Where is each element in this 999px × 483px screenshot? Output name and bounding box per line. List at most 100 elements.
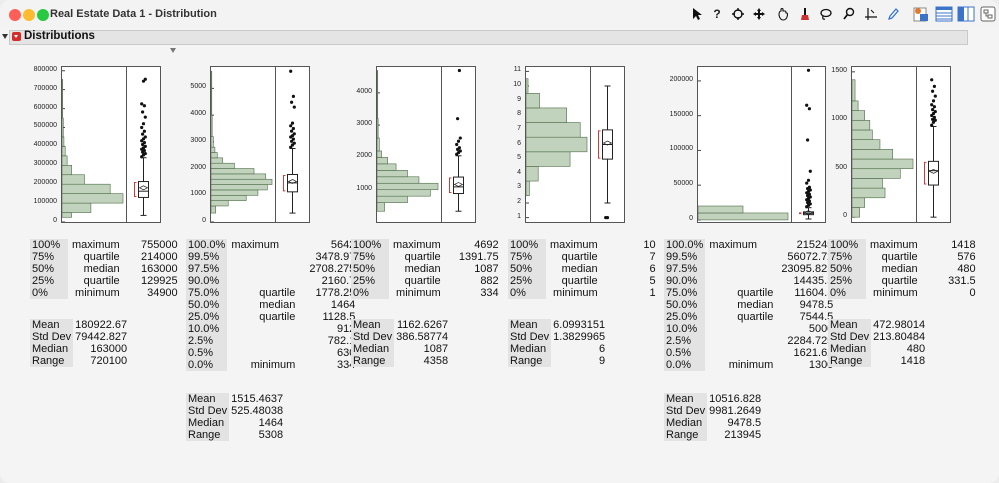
- outlier-point: [458, 136, 462, 140]
- summary-statistics-table: Mean 472.98014 Std Dev 213.80484 Median 480 Ra…: [828, 319, 927, 367]
- lasso-tool-icon[interactable]: [817, 5, 835, 23]
- histogram-plot[interactable]: [210, 66, 276, 223]
- window-title: Real Estate Data 1 - Distribution: [50, 8, 217, 20]
- box-plot[interactable]: [275, 66, 310, 223]
- quantile-label: [227, 251, 297, 263]
- distributions-outline-header[interactable]: Distributions: [2, 30, 968, 45]
- histogram-bar: [377, 118, 379, 139]
- quantile-row: 100% maximum 1418: [828, 239, 978, 251]
- quantiles-table: 100% maximum 1418 75% quartile 576 50% median 48…: [828, 239, 978, 299]
- mean-diamond: [453, 182, 464, 187]
- axis-tick-label: 400000: [33, 141, 57, 149]
- histogram-plot[interactable]: [61, 66, 127, 223]
- outlier-point: [932, 84, 936, 88]
- quantile-label: maximum: [393, 239, 441, 251]
- outlier-point: [931, 99, 936, 103]
- help-tool-icon[interactable]: ?: [713, 7, 721, 21]
- axis-tick-label: 1000: [356, 184, 372, 192]
- grabber-tool-icon[interactable]: [774, 5, 792, 23]
- moment-row: Median 1464: [186, 417, 285, 429]
- moment-row: Range 213945: [664, 429, 763, 441]
- moment-value: 1418: [900, 355, 926, 367]
- axis-tick-label: 1: [517, 212, 521, 220]
- box-plot[interactable]: [916, 66, 951, 223]
- moment-value: 9981.2649: [709, 405, 762, 417]
- tile-icon[interactable]: [934, 5, 954, 23]
- quantile-value: 1128.5: [322, 311, 356, 323]
- layout-icon[interactable]: [911, 5, 931, 23]
- histogram-bar: [377, 182, 439, 191]
- moment-value: 1087: [423, 343, 449, 355]
- red-triangle-menu-icon[interactable]: [12, 32, 21, 41]
- outlier-point: [930, 78, 934, 82]
- quantile-percent: 10.0%: [186, 323, 228, 335]
- histogram-bar: [698, 212, 789, 221]
- box-plot[interactable]: [590, 66, 625, 223]
- quantile-percent: 0.5%: [186, 347, 228, 359]
- axis-tick-label: 800000: [33, 65, 57, 73]
- scroller-tool-icon[interactable]: [750, 5, 768, 23]
- box-plot[interactable]: [441, 66, 476, 223]
- axis-tick-label: 8: [517, 110, 521, 118]
- outlier-point: [806, 178, 811, 182]
- outlier-point: [456, 117, 460, 121]
- histogram-bar: [526, 122, 581, 138]
- annotate-tool-icon[interactable]: [884, 5, 902, 23]
- outlier-point: [808, 195, 812, 199]
- histogram-bar: [852, 139, 881, 150]
- quantile-label: minimum: [873, 287, 918, 299]
- histogram-plot[interactable]: [376, 66, 442, 223]
- quantile-value: 9478.5: [799, 299, 834, 311]
- outlier-point: [142, 141, 146, 145]
- quantile-label: quartile: [737, 287, 774, 299]
- quantile-row: 75.0% quartile 11604.5: [664, 287, 835, 299]
- brush-tool-icon[interactable]: [796, 5, 814, 23]
- quantile-label: quartile: [404, 275, 441, 287]
- quantile-value: 782.1: [327, 335, 356, 347]
- histogram-bar: [377, 150, 382, 158]
- moment-label: Mean: [664, 393, 708, 405]
- close-button[interactable]: [9, 9, 21, 21]
- axis-tick-label: 5000: [190, 83, 206, 91]
- histogram-bar: [526, 180, 530, 196]
- zoom-button[interactable]: [37, 9, 49, 21]
- box-plot-svg: [449, 68, 464, 212]
- moment-row: Range 5308: [186, 429, 285, 441]
- arrow-tool-icon[interactable]: [688, 5, 706, 23]
- box-plot[interactable]: [126, 66, 161, 223]
- quantile-percent: 0%: [508, 287, 546, 299]
- shortest-half-bracket: [134, 182, 137, 197]
- outlier-point: [806, 68, 811, 72]
- selection-tool-icon[interactable]: [729, 5, 747, 23]
- histogram-plot[interactable]: [851, 66, 917, 223]
- axis-tick-label: 6: [517, 139, 521, 147]
- histogram-plot[interactable]: [525, 66, 591, 223]
- quantile-percent: 75%: [508, 251, 546, 263]
- quantile-percent: 50%: [828, 263, 866, 275]
- histogram-plot[interactable]: [697, 66, 792, 223]
- quantile-value: 6: [649, 263, 656, 275]
- disclosure-triangle-icon[interactable]: [2, 34, 8, 39]
- collapse-triangle-icon[interactable]: [170, 48, 176, 53]
- split-icon[interactable]: [956, 5, 976, 23]
- quantile-value: 7544.5: [799, 311, 834, 323]
- magnifier-tool-icon[interactable]: [840, 5, 858, 23]
- outline-icon[interactable]: [978, 5, 998, 23]
- quantile-row: 50% median 480: [828, 263, 978, 275]
- quantile-value: 215245: [796, 239, 834, 251]
- minimize-button[interactable]: [23, 9, 35, 21]
- quantile-row: 50.0% median 9478.5: [664, 299, 835, 311]
- axis-tick-label: 300000: [33, 160, 57, 168]
- moment-value: 5308: [258, 429, 284, 441]
- shortest-half-bracket: [598, 130, 601, 159]
- histogram-bar: [211, 146, 216, 153]
- histogram-bar: [211, 178, 273, 185]
- axis-tick-label: 2000: [356, 152, 372, 160]
- quantile-row: 0.5% 1621.62: [664, 347, 835, 359]
- quantile-percent: 100%: [828, 239, 866, 251]
- histogram-svg: [852, 71, 914, 218]
- axis-tick-label: 5: [517, 154, 521, 162]
- crosshair-tool-icon[interactable]: [862, 5, 880, 23]
- outlier-point: [458, 149, 462, 153]
- box-plot[interactable]: [791, 66, 826, 223]
